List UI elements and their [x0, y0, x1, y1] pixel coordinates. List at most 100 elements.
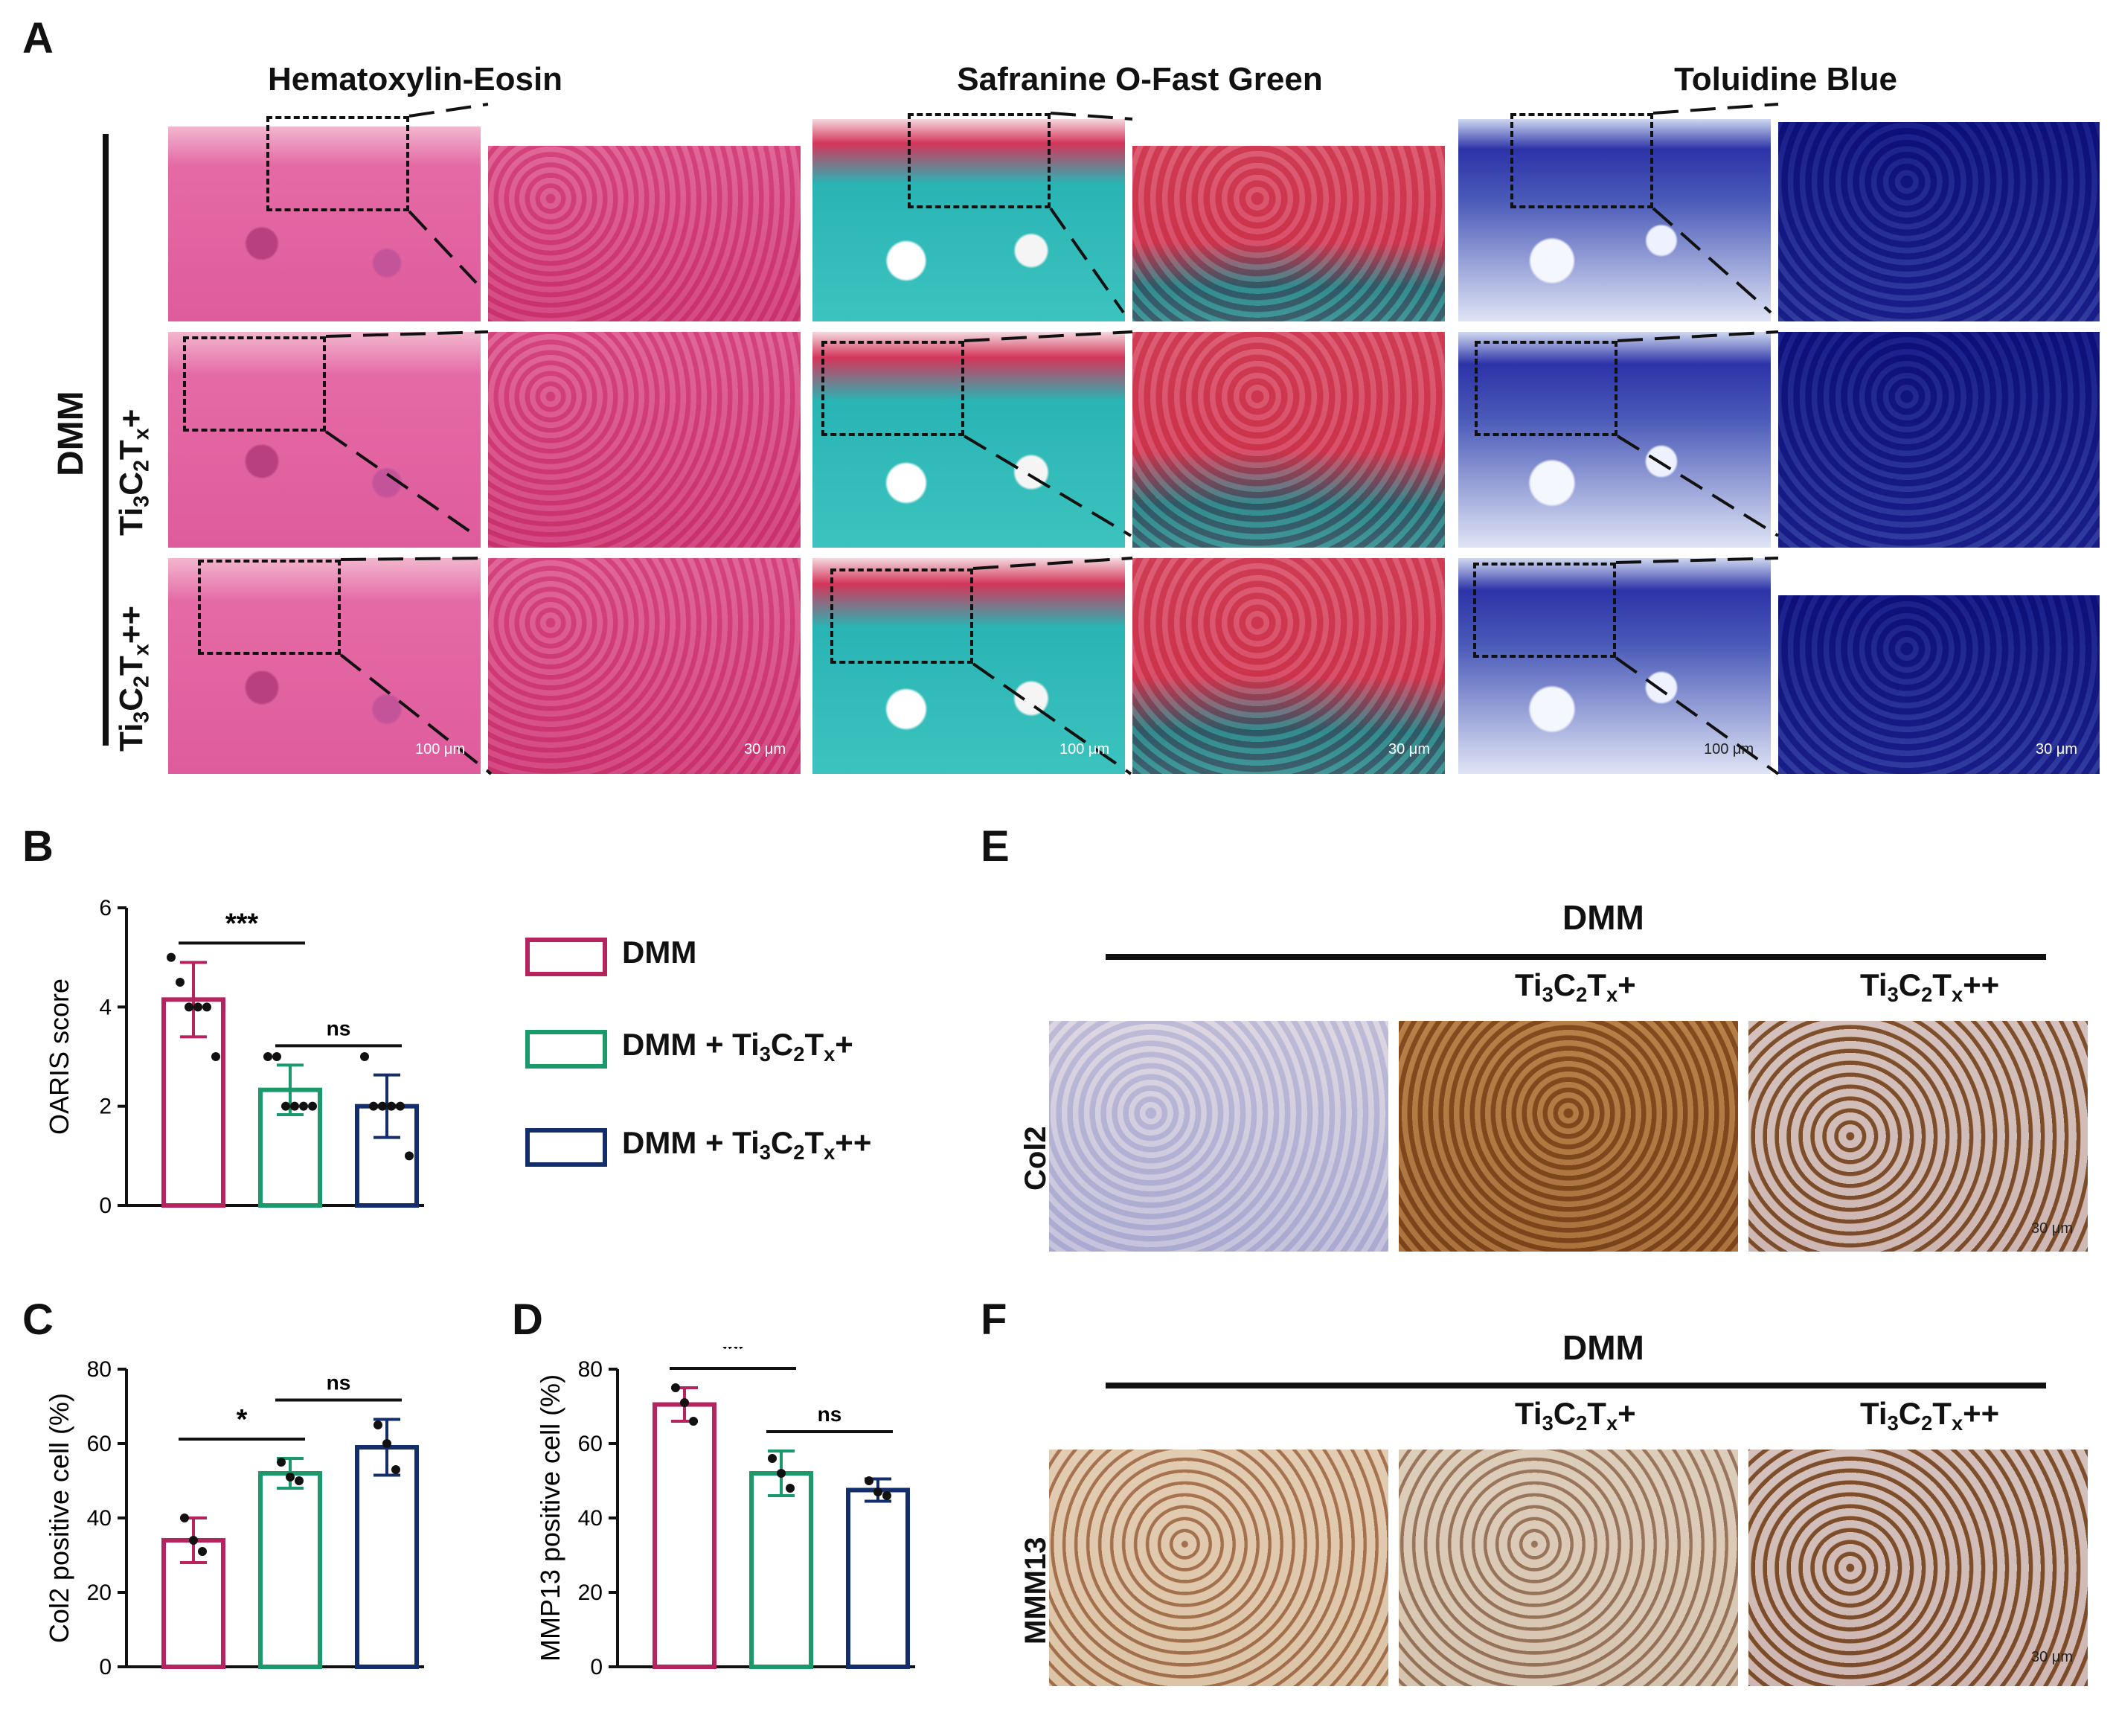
- y-tick-label: 40: [87, 1506, 112, 1531]
- chart-c-col2: Col2 positive cell (%) 0 20 40 60 80 * ns: [45, 1357, 424, 1679]
- legend-label-dmm: DMM: [622, 935, 697, 970]
- significance-label: *: [237, 1404, 248, 1435]
- roi-box-tb-dmm: [1510, 113, 1653, 208]
- significance-label: ns: [327, 1016, 351, 1040]
- legend-label-plus: DMM + Ti3C2Tx+: [622, 1027, 853, 1066]
- tb-zoom-plusplus: [1778, 595, 2100, 774]
- y-tick-label: 20: [578, 1580, 603, 1605]
- data-point: [680, 1398, 689, 1407]
- roi-box-so-plus: [821, 341, 964, 436]
- tb-zoom-dmm: [1778, 122, 2100, 321]
- so-overview-plusplus: [812, 558, 1125, 774]
- y-tick-label: 2: [99, 1095, 112, 1119]
- roi-box-he-plusplus: [198, 560, 341, 655]
- data-point: [387, 1101, 396, 1111]
- ihc-e-scale-label: 30 μm: [2031, 1220, 2073, 1237]
- data-point: [198, 1547, 207, 1556]
- he-zoom-plus: [488, 332, 801, 548]
- he-overview-dmm: [168, 126, 481, 321]
- chart-d-mmp13: MMP13 positive cell (%) 0 20 40 60 80 ** ns: [536, 1347, 915, 1679]
- ihc-col2-plusplus: [1748, 1021, 2088, 1252]
- roi-box-he-dmm: [266, 116, 409, 211]
- roi-box-so-plusplus: [830, 568, 973, 664]
- stain-title-toluidine: Toluidine Blue: [1674, 61, 1897, 97]
- ihc-f-group-line: [1106, 1383, 2046, 1389]
- stain-title-he: Hematoxylin-Eosin: [267, 61, 563, 97]
- data-point: [689, 1417, 698, 1426]
- y-axis-label: MMP13 positive cell (%): [536, 1374, 565, 1662]
- data-point: [882, 1491, 891, 1500]
- he-zoom-plusplus: [488, 558, 801, 774]
- bar: [749, 1471, 813, 1669]
- legend-swatch-dmm: [525, 938, 607, 976]
- data-point: [272, 1052, 281, 1061]
- panel-letter-d: D: [512, 1295, 543, 1344]
- ihc-f-group-label: DMM: [1562, 1328, 1644, 1367]
- y-tick-label: 6: [99, 896, 112, 920]
- panel-letter-e: E: [981, 822, 1010, 871]
- y-tick-label: 40: [578, 1506, 603, 1531]
- data-point: [382, 1439, 391, 1448]
- data-point: [378, 1101, 387, 1111]
- tb-zoom-plus: [1778, 332, 2100, 548]
- significance-label: ns: [818, 1403, 842, 1426]
- scale-label-tb-zoom: 30 μm: [2036, 741, 2077, 758]
- bar: [355, 1445, 419, 1669]
- zoom-connector-lines: [324, 103, 1780, 775]
- ihc-mmp13-plus: [1399, 1450, 1738, 1686]
- bar: [653, 1402, 716, 1669]
- ihc-e-col-plus: Ti3C2Tx+: [1515, 967, 1636, 1007]
- y-tick-label: 20: [87, 1580, 112, 1605]
- scale-label-so-overview: 100 μm: [1059, 741, 1110, 758]
- ihc-e-row-col2: Col2: [1019, 1126, 1052, 1191]
- bar: [161, 1538, 225, 1669]
- scale-label-so-zoom: 30 μm: [1388, 741, 1430, 758]
- significance-label: **: [722, 1347, 744, 1365]
- data-point: [865, 1476, 873, 1485]
- data-point: [299, 1101, 308, 1111]
- panel-letter-f: F: [981, 1295, 1007, 1344]
- data-point: [281, 1101, 290, 1111]
- panel-letter-a: A: [22, 14, 54, 63]
- roi-box-tb-plusplus: [1473, 563, 1616, 658]
- bar: [258, 1471, 322, 1669]
- data-point: [768, 1454, 777, 1463]
- data-point: [277, 1458, 286, 1467]
- data-point: [290, 1101, 299, 1111]
- y-tick-label: 4: [99, 995, 112, 1019]
- bar: [846, 1487, 910, 1669]
- ihc-f-row-mmm13: MMM13: [1019, 1537, 1052, 1644]
- data-point: [396, 1101, 405, 1111]
- so-zoom-plusplus: [1132, 558, 1445, 774]
- panel-letter-c: C: [22, 1295, 54, 1344]
- roi-box-tb-plus: [1475, 341, 1618, 436]
- ihc-f-scale-label: 30 μm: [2031, 1649, 2073, 1665]
- y-tick-label: 80: [87, 1357, 112, 1382]
- data-point: [180, 1514, 189, 1522]
- chart-b-oaris: OARIS score 0 2 4 6 *** ns: [45, 896, 424, 1218]
- data-point: [263, 1052, 272, 1061]
- data-point: [373, 1420, 382, 1429]
- legend-swatch-plusplus: [525, 1128, 607, 1167]
- so-zoom-plus: [1132, 332, 1445, 548]
- data-point: [295, 1476, 304, 1485]
- y-tick-label: 80: [578, 1357, 603, 1382]
- y-tick-label: 0: [99, 1194, 112, 1218]
- data-point: [360, 1052, 369, 1061]
- y-tick-label: 60: [578, 1432, 603, 1456]
- y-axis-label: OARIS score: [45, 978, 74, 1135]
- he-zoom-dmm: [488, 146, 801, 321]
- ihc-col2-dmm: [1049, 1021, 1388, 1252]
- data-point: [193, 1002, 202, 1012]
- ihc-e-group-label: DMM: [1562, 898, 1644, 937]
- y-tick-label: 0: [590, 1655, 603, 1679]
- significance-label: ***: [225, 908, 259, 939]
- data-point: [167, 952, 176, 962]
- data-point: [369, 1101, 378, 1111]
- he-overview-plusplus: [168, 558, 481, 774]
- ihc-e-col-plusplus: Ti3C2Tx++: [1860, 967, 2000, 1007]
- data-point: [873, 1487, 882, 1496]
- data-point: [286, 1473, 295, 1482]
- ihc-e-group-line: [1106, 954, 2046, 960]
- so-overview-dmm: [812, 119, 1125, 321]
